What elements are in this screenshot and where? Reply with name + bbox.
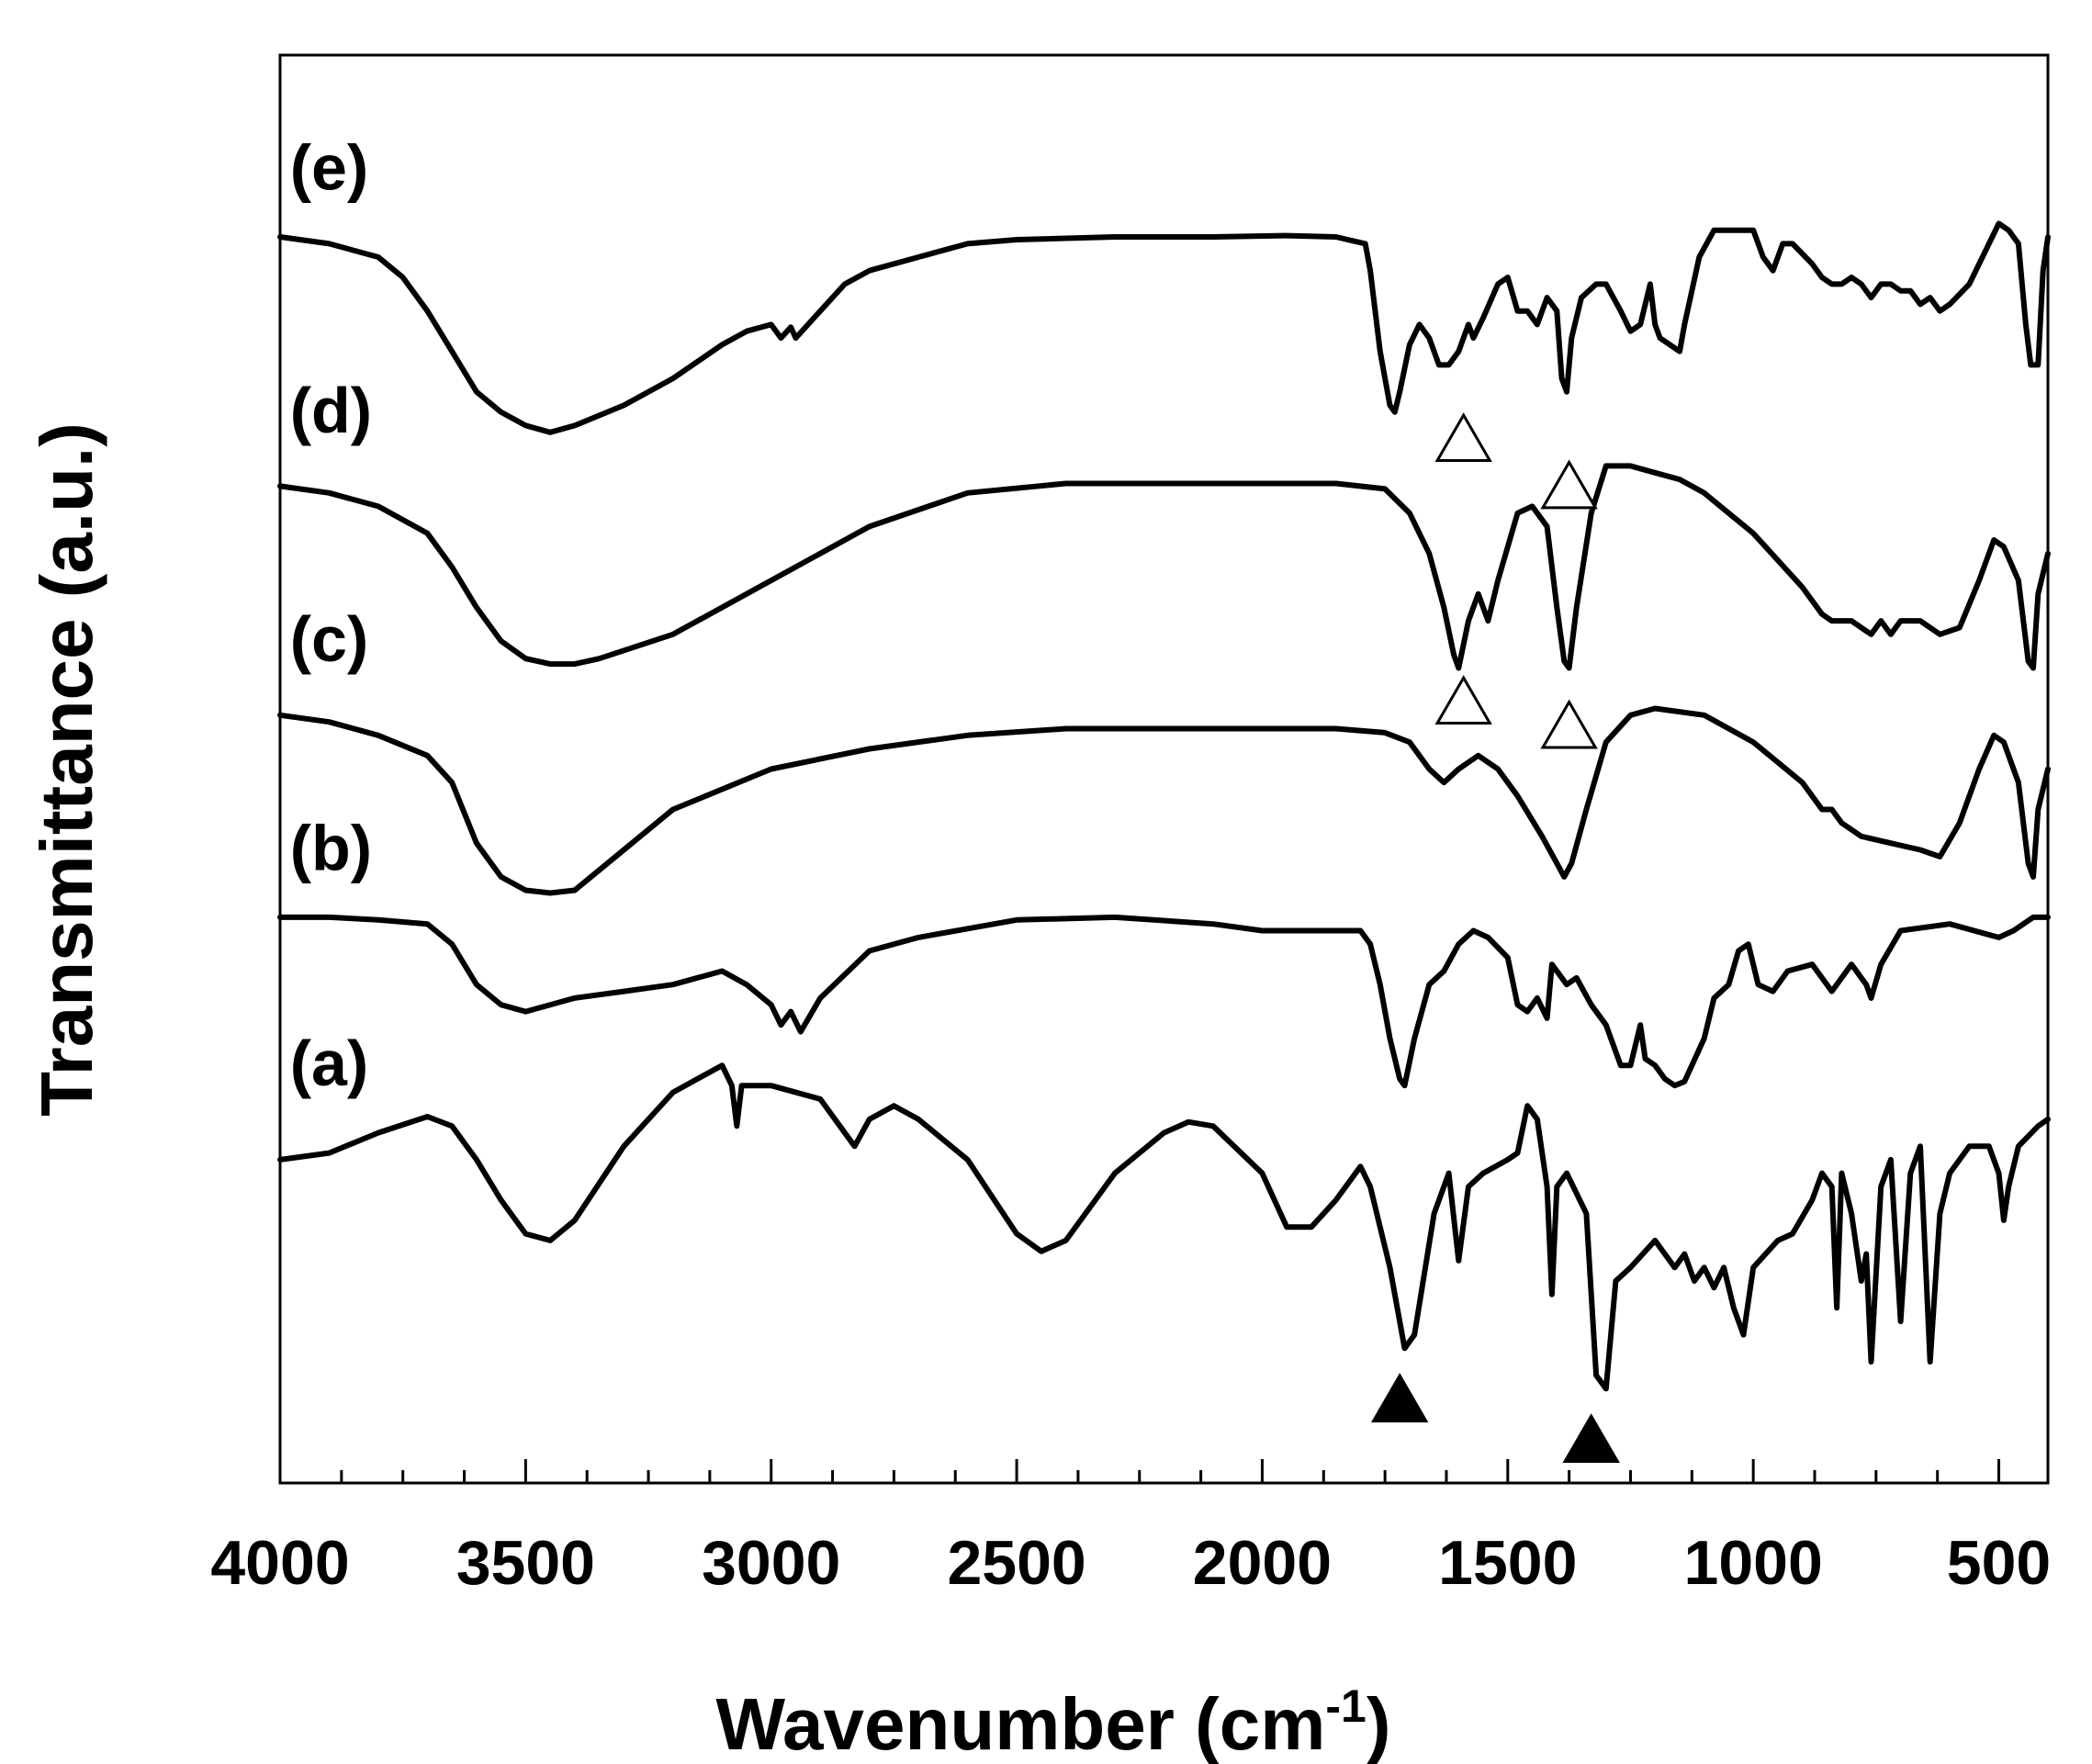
x-tick-label: 500 xyxy=(1947,1528,2051,1598)
x-tick-label: 3500 xyxy=(456,1528,595,1598)
open-triangle-marker xyxy=(1434,675,1492,725)
x-tick-label: 1500 xyxy=(1438,1528,1577,1598)
x-tick-label: 4000 xyxy=(210,1528,349,1598)
spectrum-line xyxy=(277,1062,2051,1392)
trace-label: (d) xyxy=(290,375,372,446)
spectrum-line xyxy=(277,914,2051,1089)
x-tick-label: 2500 xyxy=(947,1528,1085,1598)
x-tick-label: 1000 xyxy=(1684,1528,1823,1598)
y-axis-label: Transmittance (a.u.) xyxy=(26,422,107,1117)
peak-markers xyxy=(1370,412,1620,1463)
x-axis-label: Wavenumber (cm-1) xyxy=(716,1680,1391,1764)
trace-label: (b) xyxy=(290,813,372,884)
open-triangle-marker xyxy=(1434,412,1492,462)
x-tick-label: 3000 xyxy=(702,1528,840,1598)
filled-triangle-marker xyxy=(1370,1373,1429,1422)
x-major-ticks xyxy=(278,1459,2001,1483)
trace-labels: (a) (b) (c) (d) (e) xyxy=(290,132,372,1100)
x-tick-labels: 4000 3500 3000 2500 2000 1500 1000 500 xyxy=(210,1528,2051,1598)
filled-triangle-marker xyxy=(1562,1413,1620,1463)
spectrum-line xyxy=(277,220,2051,435)
spectra xyxy=(277,220,2051,1392)
trace-label: (e) xyxy=(290,132,369,204)
trace-label: (a) xyxy=(290,1028,369,1099)
trace-label: (c) xyxy=(290,603,369,675)
spectrum-line xyxy=(277,705,2051,896)
open-triangle-marker xyxy=(1540,459,1598,510)
open-triangle-marker xyxy=(1540,699,1598,749)
x-minor-ticks xyxy=(340,1470,1940,1483)
spectrum-line xyxy=(277,463,2051,671)
x-tick-label: 2000 xyxy=(1193,1528,1332,1598)
